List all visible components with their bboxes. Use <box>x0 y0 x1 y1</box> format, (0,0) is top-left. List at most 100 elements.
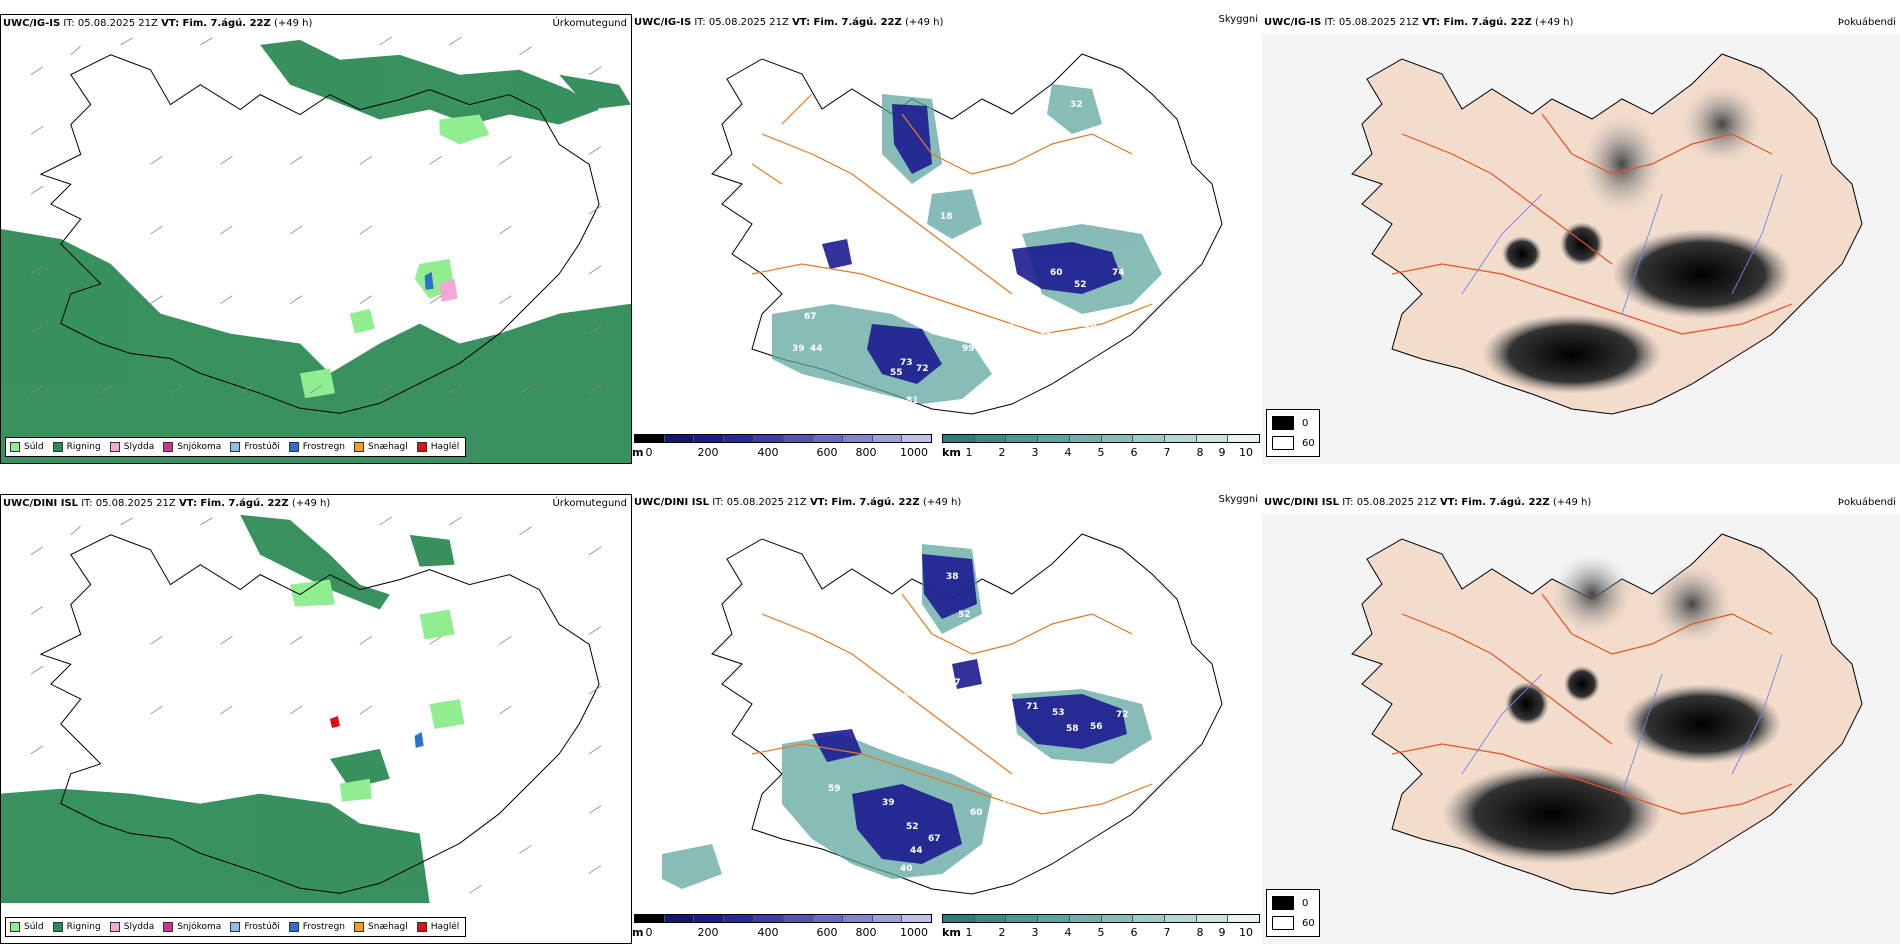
valid-time: VT: Fim. 7.ágú. 22Z <box>161 18 271 29</box>
legend-item: Snæhagl <box>354 922 408 932</box>
cb-bin <box>783 435 814 442</box>
precip-legend-row1: Súld Rigning Slydda Snjókoma Frostúði Fr… <box>5 437 467 457</box>
legend-item: Snjókoma <box>163 442 221 452</box>
fog-title-row2: Þokuábendi <box>1837 497 1896 508</box>
precip-type-panel-row2: UWC/DINI ISL IT: 05.08.2025 21Z VT: Fim.… <box>0 494 632 944</box>
init-time: IT: 05.08.2025 21Z <box>63 18 158 29</box>
roads <box>751 93 1153 335</box>
legend-item: Snæhagl <box>354 442 408 452</box>
rain-areas <box>1 39 631 463</box>
wind-barbs <box>30 36 602 394</box>
swatch <box>354 442 365 452</box>
lead-time: (+49 h) <box>291 498 331 509</box>
cb-bin <box>974 435 1007 442</box>
cb-bin <box>1006 435 1039 442</box>
cb-unit: m <box>632 446 644 459</box>
hail-area <box>329 716 340 728</box>
cb-bin <box>1101 435 1134 442</box>
model-name: UWC/IG-IS <box>3 18 61 29</box>
swatch <box>109 442 120 452</box>
valid-time: VT: Fim. 7.ágú. 22Z <box>178 498 289 509</box>
legend-item: Slydda <box>109 442 154 452</box>
freezing-rain-area <box>414 731 424 748</box>
legend-item: Slydda <box>109 922 154 932</box>
fog-core <box>1622 684 1782 764</box>
fog-legend-item: 60 <box>1272 436 1315 450</box>
fog-legend-item: 0 <box>1272 416 1308 430</box>
cb-bin <box>664 435 695 442</box>
rivers <box>1461 653 1783 795</box>
legend-item: Haglél <box>416 442 459 452</box>
iceland-ceiling-map <box>662 533 1223 895</box>
ceiling-colorbar-row1: m 0 200 400 600 800 1000 <box>632 434 932 462</box>
legend-item: Frostúði <box>230 442 280 452</box>
iceland-precip-map <box>1 514 602 904</box>
legend-item: Rigning <box>52 442 101 452</box>
fog-legend-row2: 0 60 <box>1266 889 1320 937</box>
wind-barbs <box>30 516 602 894</box>
cb-bin <box>635 435 665 442</box>
cb-bin <box>694 435 725 442</box>
roads <box>1391 113 1793 335</box>
fog-title-row1: Þokuábendi <box>1837 17 1896 28</box>
ceiling-areas <box>822 104 1122 384</box>
swatch <box>10 442 20 452</box>
cb-bin <box>813 435 843 442</box>
ceiling-areas <box>812 554 1127 864</box>
fog-core <box>1612 229 1792 319</box>
legend-item: Frostúði <box>230 922 280 932</box>
drizzle-areas <box>290 579 465 802</box>
swatch <box>230 442 241 452</box>
cb-bin <box>842 435 873 442</box>
roads <box>751 593 1153 815</box>
roads <box>1391 593 1793 815</box>
fog-header-row2: UWC/DINI ISL IT: 05.08.2025 21Z VT: Fim.… <box>1264 497 1592 508</box>
vis-colorbar-row2: km 1 2 3 4 5 6 7 8 9 10 <box>942 914 1260 942</box>
cb-bin <box>1133 435 1165 442</box>
cb-bin <box>902 435 932 442</box>
cb-bin <box>872 435 903 442</box>
legend-item: Frostregn <box>288 442 345 452</box>
swatch <box>52 442 63 452</box>
fog-panel-row1: UWC/IG-IS IT: 05.08.2025 21Z VT: Fim. 7.… <box>1262 14 1900 464</box>
freezing-rain-area <box>424 271 434 290</box>
ceiling-header-row1: UWC/IG-IS IT: 05.08.2025 21Z VT: Fim. 7.… <box>634 17 944 28</box>
iceland-fog-map <box>1262 34 1900 464</box>
sky-title-row1: Skyggni <box>1218 14 1258 25</box>
legend-item: Snjókoma <box>163 922 221 932</box>
swatch <box>416 442 427 452</box>
vis-colorbar-row1: km 1 2 3 4 5 6 7 8 9 10 <box>942 434 1260 462</box>
fog-legend-item: 0 <box>1272 896 1308 910</box>
legend-item: Súld <box>10 442 44 452</box>
precip-header-row1: UWC/IG-IS IT: 05.08.2025 21Z VT: Fim. 7.… <box>3 18 312 29</box>
sky-title-row2: Skyggni <box>1218 494 1258 505</box>
ceiling-colorbar-row2: m 0 200 400 600 800 1000 <box>632 914 932 942</box>
iceland-outline <box>39 54 600 414</box>
vis-colorbar-strip <box>942 434 1260 443</box>
cb-bin <box>1164 435 1197 442</box>
cb-bin <box>943 435 975 442</box>
lead-time: (+49 h) <box>273 18 313 29</box>
sleet-area <box>439 278 458 302</box>
precip-legend-row2: Súld Rigning Slydda Snjókoma Frostúði Fr… <box>5 917 467 937</box>
fog-legend-row1: 0 60 <box>1266 409 1320 457</box>
iceland-outline <box>39 534 600 894</box>
fog-legend-item: 60 <box>1272 916 1315 930</box>
legend-item: Frostregn <box>288 922 345 932</box>
fog-header-row1: UWC/IG-IS IT: 05.08.2025 21Z VT: Fim. 7.… <box>1264 17 1574 28</box>
iceland-ceiling-map <box>711 53 1223 415</box>
precip-title-row2: Úrkomutegund <box>552 498 627 509</box>
swatch <box>288 442 299 452</box>
precip-header-row2: UWC/DINI ISL IT: 05.08.2025 21Z VT: Fim.… <box>3 498 330 509</box>
cb-bin <box>1196 435 1229 442</box>
cb-bin <box>1038 435 1070 442</box>
ceiling-vis-panel-row1: UWC/IG-IS IT: 05.08.2025 21Z VT: Fim. 7.… <box>632 14 1262 464</box>
iceland-fog-map <box>1262 514 1900 944</box>
precip-title-row1: Úrkomutegund <box>552 18 627 29</box>
ceiling-colorbar-strip <box>634 434 932 443</box>
ceiling-vis-panel-row2: UWC/DINI ISL IT: 05.08.2025 21Z VT: Fim.… <box>632 494 1262 944</box>
swatch <box>163 442 174 452</box>
legend-item: Súld <box>10 922 44 932</box>
rivers <box>1461 173 1783 315</box>
precip-type-panel-row1: UWC/IG-IS IT: 05.08.2025 21Z VT: Fim. 7.… <box>0 14 632 464</box>
